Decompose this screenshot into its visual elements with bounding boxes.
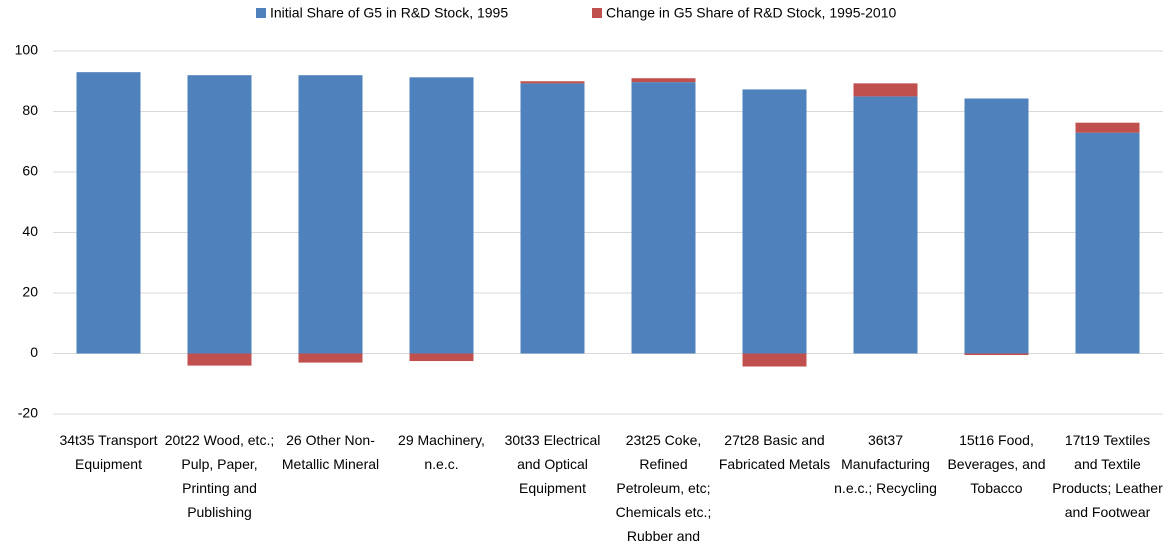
y-tick-label: 60: [22, 163, 38, 179]
legend-label: Initial Share of G5 in R&D Stock, 1995: [270, 5, 508, 21]
x-tick-label: 29 Machinery, n.e.c.: [398, 432, 485, 472]
bar: [409, 353, 474, 362]
bar: [298, 353, 363, 363]
x-tick-label: 15t16 Food, Beverages, and Tobacco: [947, 432, 1046, 496]
bar: [742, 353, 807, 367]
y-tick-label: 40: [22, 223, 38, 239]
x-tick-label: 36t37 Manufacturing n.e.c.; Recycling: [834, 432, 937, 496]
bar: [409, 77, 474, 354]
legend-swatch: [256, 8, 266, 18]
bar: [520, 81, 585, 84]
x-tick-label: 26 Other Non-Metallic Mineral: [281, 432, 380, 472]
x-tick-label: 20t22 Wood, etc.; Pulp, Paper, Printing …: [164, 432, 275, 520]
bar: [964, 353, 1029, 356]
bar: [964, 98, 1029, 354]
y-tick-label: -20: [18, 405, 38, 421]
y-tick-label: 80: [22, 102, 38, 118]
x-tick-label: 27t28 Basic and Fabricated Metals: [718, 432, 831, 472]
bar: [187, 75, 252, 354]
y-tick-label: 100: [15, 42, 39, 58]
bar: [76, 72, 141, 354]
y-tick-label: 0: [30, 344, 38, 360]
bar: [298, 75, 363, 354]
bar: [187, 353, 252, 366]
bar: [631, 82, 696, 354]
bar: [1075, 122, 1140, 133]
x-tick-label: 17t19 Textiles and Textile Products; Lea…: [1052, 432, 1163, 520]
bar: [1075, 132, 1140, 354]
bar: [742, 89, 807, 354]
x-tick-label: 34t35 Transport Equipment: [59, 432, 158, 472]
x-tick-label: 23t25 Coke, Refined Petroleum, etc; Chem…: [615, 432, 712, 555]
x-tick-label: 30t33 Electrical and Optical Equipment: [504, 432, 601, 496]
y-tick-label: 20: [22, 284, 38, 300]
bar: [853, 83, 918, 97]
bar: [631, 78, 696, 83]
bar: [520, 83, 585, 354]
bar: [853, 96, 918, 354]
legend-swatch: [592, 8, 602, 18]
legend-label: Change in G5 Share of R&D Stock, 1995-20…: [606, 5, 897, 21]
